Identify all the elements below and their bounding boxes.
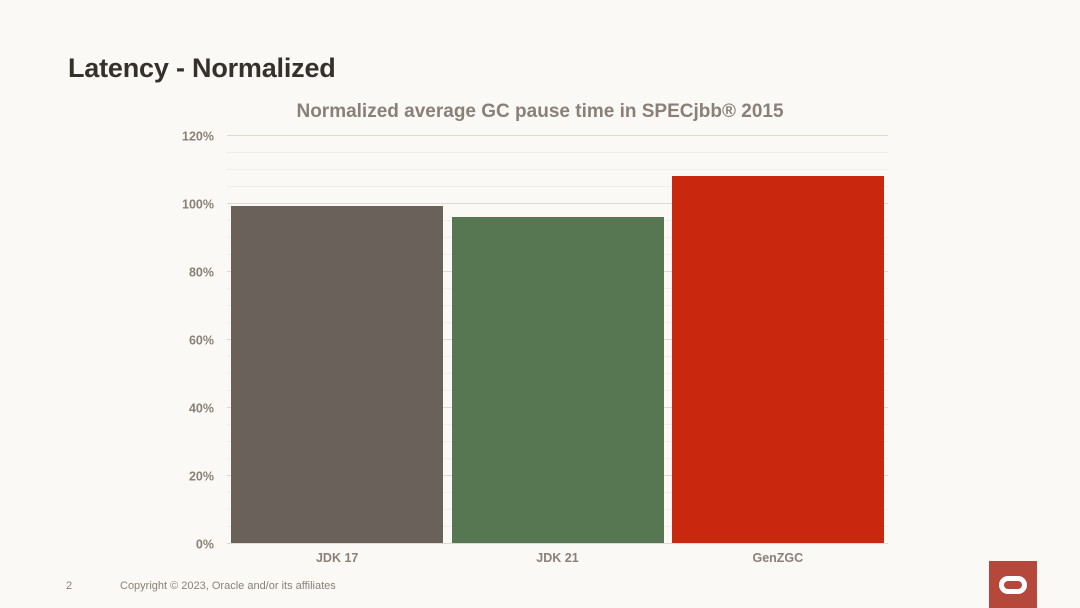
x-axis-label-jdk-21: JDK 21 <box>536 551 579 565</box>
bar-genzgc <box>671 175 884 543</box>
minor-gridline-115 <box>227 152 888 153</box>
chart-title: Normalized average GC pause time in SPEC… <box>296 101 784 122</box>
x-axis-label-genzgc: GenZGC <box>752 551 804 565</box>
y-axis-tick-label-40: 40% <box>188 400 214 415</box>
y-axis-tick-label-0: 0% <box>195 536 214 551</box>
y-axis-tick-label-100: 100% <box>182 196 214 211</box>
y-axis-tick-label-20: 20% <box>188 468 214 483</box>
minor-gridline-105 <box>227 186 888 187</box>
page-number: 2 <box>66 580 73 592</box>
oracle-o-icon <box>999 576 1027 594</box>
plot-area: 0% 20% 40% 60% 80% 100% 120% JDK 17 JDK 21 GenZGC <box>182 130 888 565</box>
major-gridline-120 <box>227 135 888 136</box>
major-gridline-100 <box>227 203 888 204</box>
major-gridline-0 <box>227 543 888 544</box>
y-axis-tick-label-60: 60% <box>188 332 214 347</box>
copyright-text: Copyright © 2023, Oracle and/or its affi… <box>120 580 336 592</box>
slide-title: Latency - Normalized <box>68 53 336 83</box>
bar-jdk-21 <box>451 216 664 543</box>
x-axis-label-jdk-17: JDK 17 <box>315 551 359 565</box>
y-axis-tick-label-120: 120% <box>182 128 214 143</box>
bar-jdk-17 <box>231 206 444 543</box>
y-axis-tick-label-80: 80% <box>188 264 214 279</box>
oracle-logo <box>989 561 1037 608</box>
minor-gridline-110 <box>227 169 888 170</box>
